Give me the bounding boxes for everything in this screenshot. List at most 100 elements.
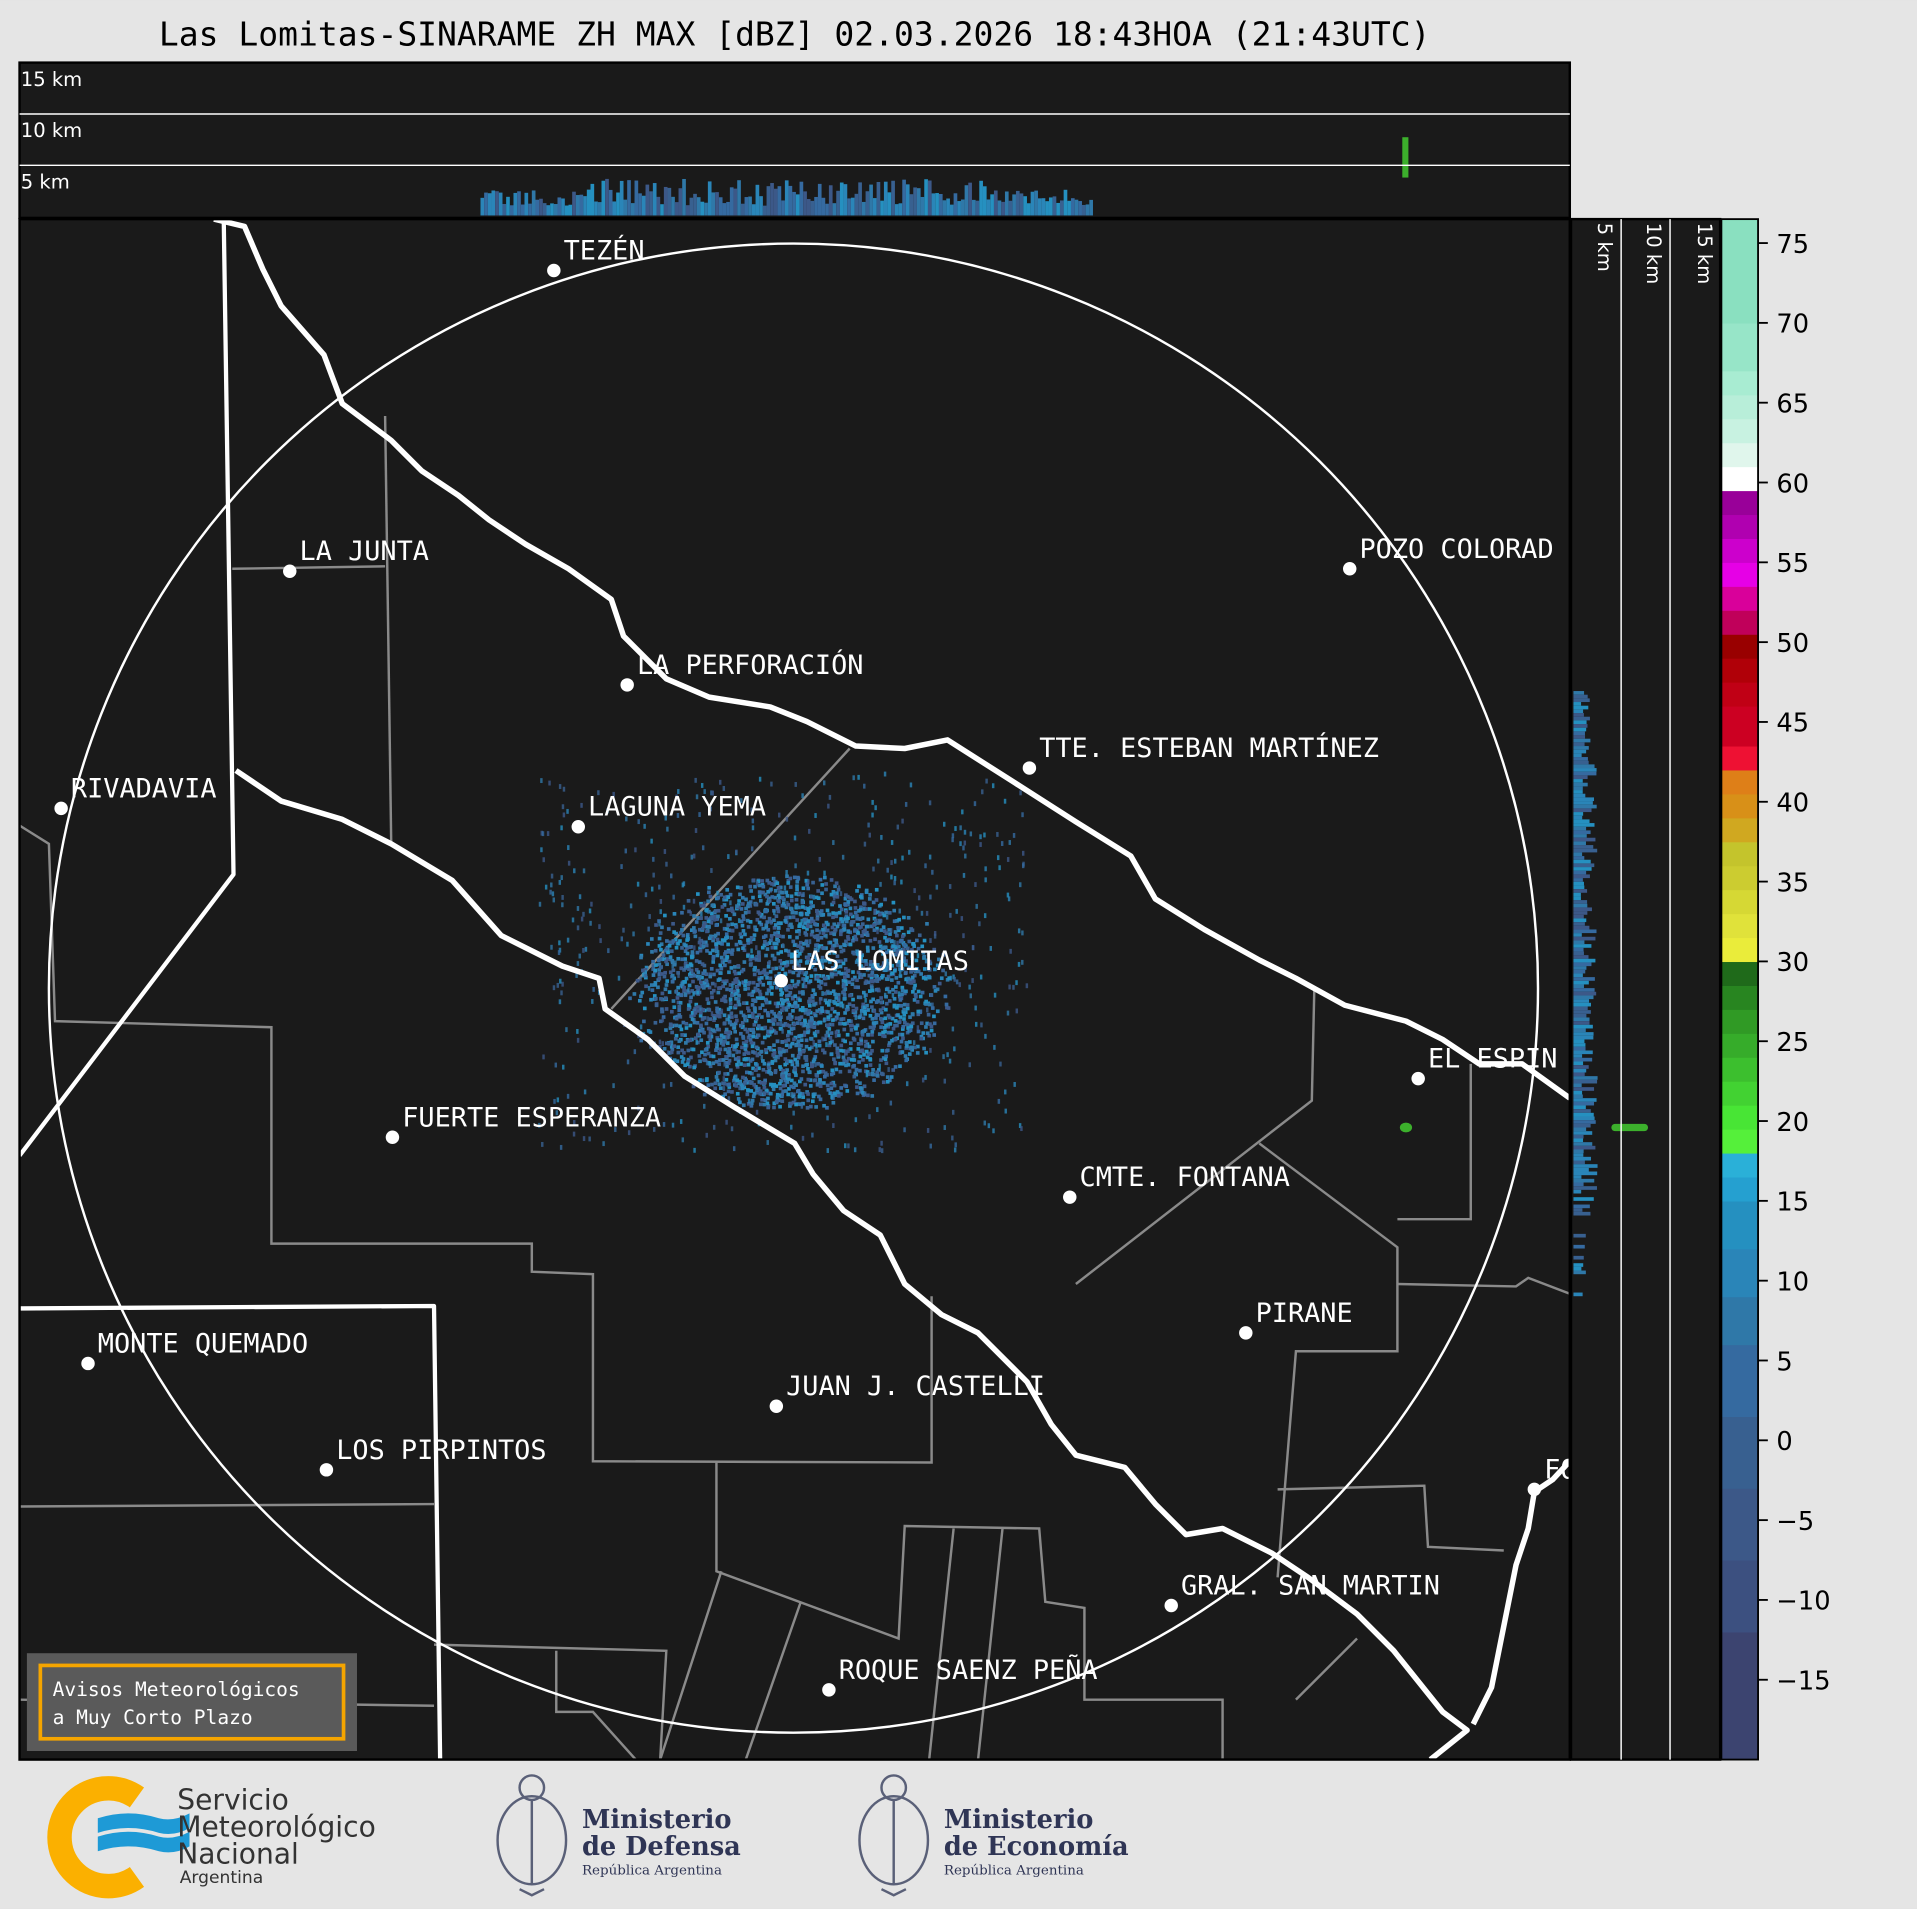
echo-column [590, 183, 595, 216]
city-marker: GRAL. SAN MARTIN [1164, 1571, 1440, 1613]
echo-pixel [637, 1105, 640, 1111]
echo-pixel [868, 1114, 871, 1120]
echo-pixel [774, 974, 778, 979]
echo-pixel [724, 979, 729, 983]
echo-pixel [954, 1142, 957, 1148]
echo-pixel [900, 985, 905, 990]
echo-pixel [804, 1008, 808, 1012]
echo-column [711, 192, 716, 216]
echo-pixel [895, 1005, 899, 1010]
echo-pixel [540, 778, 543, 784]
echo-pixel [856, 958, 861, 963]
echo-pixel [660, 1009, 664, 1014]
echo-pixel [829, 1086, 834, 1091]
echo-pixel [807, 1047, 812, 1051]
echo-column [957, 201, 961, 216]
echo-pixel [755, 945, 758, 951]
echo-pixel [803, 984, 808, 989]
echo-pixel [792, 1081, 797, 1086]
echo-pixel [874, 1000, 879, 1004]
echo-row [1573, 914, 1584, 919]
echo-pixel [757, 920, 762, 925]
echo-column [1067, 200, 1071, 216]
echo-pixel [754, 902, 759, 907]
echo-pixel [761, 996, 765, 1000]
echo-pixel [775, 934, 779, 938]
echo-pixel [905, 1006, 910, 1011]
echo-pixel [689, 974, 693, 979]
echo-pixel [688, 1038, 693, 1043]
echo-pixel [778, 965, 783, 970]
echo-pixel [717, 1051, 722, 1056]
echo-pixel [790, 1092, 793, 1098]
echo-pixel [651, 973, 656, 977]
echo-row [1573, 951, 1584, 956]
echo-pixel [879, 881, 882, 887]
warning-link-box[interactable]: Avisos Meteorológicos a Muy Corto Plazo [26, 1653, 357, 1752]
echo-row [1573, 1292, 1583, 1297]
city-label: LAS LOMITAS [791, 946, 969, 977]
echo-pixel [809, 1024, 814, 1029]
echo-pixel [715, 937, 720, 942]
echo-pixel [723, 950, 728, 954]
echo-pixel [695, 1005, 700, 1009]
echo-pixel [770, 919, 773, 925]
echo-column [498, 192, 503, 216]
echo-pixel [749, 1040, 754, 1045]
echo-pixel [689, 1055, 693, 1060]
colorbar-tick-label: 15 [1776, 1188, 1809, 1218]
echo-pixel [820, 1064, 824, 1068]
echo-pixel [781, 901, 786, 906]
echo-pixel [566, 937, 570, 943]
echo-row [1573, 691, 1585, 695]
echo-pixel [766, 1029, 770, 1034]
echo-pixel [893, 1037, 898, 1042]
echo-pixel [817, 984, 821, 989]
echo-column [517, 191, 521, 216]
echo-pixel [779, 921, 783, 925]
echo-pixel [722, 897, 726, 902]
echo-pixel [778, 1104, 782, 1109]
echo-pixel [787, 935, 792, 939]
echo-pixel [830, 1007, 835, 1011]
echo-pixel [898, 974, 903, 978]
echo-pixel [558, 999, 562, 1005]
echo-pixel [839, 971, 844, 976]
echo-pixel [750, 1044, 755, 1049]
echo-pixel [801, 1069, 805, 1074]
echo-pixel [793, 958, 798, 963]
echo-pixel [888, 1022, 893, 1026]
echo-pixel [842, 992, 847, 997]
echo-pixel [840, 919, 845, 924]
echo-row [1573, 1127, 1587, 1132]
echo-column [495, 191, 499, 216]
echo-pixel [715, 1014, 720, 1018]
echo-pixel [741, 929, 746, 933]
echo-pixel [813, 1078, 818, 1082]
echo-pixel [725, 887, 730, 892]
echo-row [1573, 724, 1588, 728]
echo-pixel [805, 1090, 809, 1094]
echo-pixel [738, 1086, 743, 1091]
echo-pixel [857, 774, 860, 780]
echo-pixel [800, 898, 805, 903]
echo-column [619, 180, 624, 216]
department-border [1295, 1637, 1358, 1701]
echo-pixel [971, 945, 975, 951]
echo-pixel [762, 943, 767, 948]
echo-pixel [776, 925, 781, 930]
echo-row [1573, 749, 1587, 754]
echo-pixel [753, 1007, 757, 1011]
department-border [1277, 1484, 1504, 1552]
echo-pixel [746, 986, 750, 991]
echo-pixel [845, 894, 850, 899]
echo-pixel [687, 983, 692, 988]
echo-column [869, 184, 873, 216]
echo-pixel [996, 855, 1000, 861]
echo-pixel [682, 904, 686, 910]
echo-pixel [739, 935, 744, 939]
echo-pixel [781, 943, 785, 949]
echo-pixel [865, 1072, 869, 1078]
echo-pixel [770, 882, 774, 886]
